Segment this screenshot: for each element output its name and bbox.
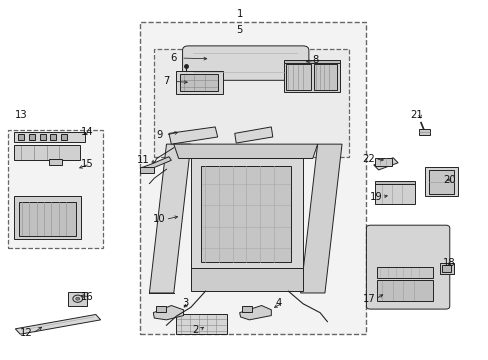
Bar [61, 134, 67, 140]
Bar [376, 267, 432, 278]
Text: 14: 14 [81, 127, 94, 136]
Bar [424, 167, 457, 196]
Bar [29, 134, 35, 140]
Text: 1: 1 [236, 9, 243, 19]
Polygon shape [168, 127, 217, 144]
Bar [200, 166, 290, 262]
Text: 7: 7 [163, 76, 169, 86]
Bar [156, 306, 166, 312]
FancyBboxPatch shape [182, 46, 308, 80]
Bar [241, 306, 252, 312]
Bar [140, 167, 154, 173]
Bar [428, 170, 453, 194]
Text: 10: 10 [153, 215, 165, 224]
Polygon shape [173, 144, 317, 158]
Bar [180, 74, 218, 91]
Bar [283, 60, 339, 63]
Polygon shape [300, 144, 341, 293]
Bar [14, 132, 85, 141]
Text: 15: 15 [81, 159, 94, 169]
Text: 18: 18 [442, 258, 455, 268]
Bar [154, 49, 348, 157]
Text: 3: 3 [182, 298, 188, 308]
Bar [374, 184, 414, 204]
Bar [140, 22, 366, 334]
Bar [8, 130, 103, 248]
Text: 9: 9 [156, 130, 162, 140]
Bar [40, 134, 45, 140]
Bar [374, 181, 414, 184]
Polygon shape [149, 144, 190, 293]
Text: 8: 8 [311, 55, 318, 65]
Bar [68, 292, 87, 306]
Polygon shape [15, 315, 101, 334]
Text: 5: 5 [236, 25, 243, 35]
Polygon shape [190, 158, 303, 270]
Circle shape [76, 297, 80, 300]
Polygon shape [14, 196, 81, 239]
Polygon shape [239, 306, 271, 320]
Polygon shape [142, 157, 171, 172]
Polygon shape [234, 127, 272, 143]
Bar [49, 159, 61, 165]
Polygon shape [373, 158, 397, 170]
Bar [313, 64, 336, 90]
Bar [374, 158, 391, 166]
Text: 6: 6 [170, 53, 177, 63]
Text: 2: 2 [192, 325, 199, 335]
Bar [439, 263, 453, 274]
Text: 19: 19 [369, 192, 382, 202]
Bar [176, 71, 222, 94]
Bar [18, 134, 24, 140]
Text: 4: 4 [275, 298, 281, 308]
Bar [376, 280, 432, 301]
Text: 13: 13 [15, 111, 27, 121]
Text: 11: 11 [137, 155, 150, 165]
Bar [19, 202, 76, 235]
Text: 17: 17 [362, 294, 374, 304]
Text: 21: 21 [409, 110, 422, 120]
Bar [442, 265, 450, 272]
Bar [286, 64, 310, 90]
Text: 16: 16 [81, 292, 94, 302]
Polygon shape [190, 268, 303, 291]
Bar [14, 145, 80, 160]
Text: 20: 20 [442, 175, 455, 185]
Bar [176, 315, 227, 334]
Bar [418, 129, 429, 135]
Bar [50, 134, 56, 140]
Text: 12: 12 [20, 328, 32, 338]
Bar [283, 62, 339, 92]
Text: 22: 22 [362, 154, 374, 164]
Polygon shape [153, 306, 183, 320]
FancyBboxPatch shape [366, 225, 449, 309]
